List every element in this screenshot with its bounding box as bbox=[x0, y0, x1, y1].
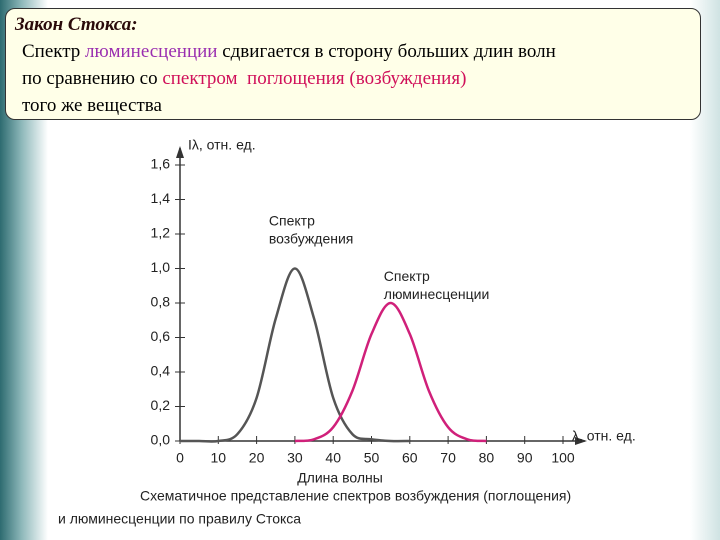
text-segment: Спектр bbox=[22, 41, 86, 62]
y-tick-label: 0,0 bbox=[151, 432, 171, 448]
text-box: Закон Стокса: Спектр люминесценции сдвиг… bbox=[5, 8, 701, 120]
text-segment: люминесценции bbox=[85, 41, 218, 62]
text-segment: по сравнению со bbox=[22, 68, 163, 89]
y-tick-label: 0,2 bbox=[151, 397, 171, 413]
y-tick-label: 1,6 bbox=[151, 156, 171, 172]
text-segment: спектром поглощения (возбуждения) bbox=[162, 68, 467, 89]
x-axis-label: λ, отн. ед. bbox=[572, 428, 636, 444]
text-segment: того же вещества bbox=[22, 95, 162, 116]
y-tick-label: 0,6 bbox=[151, 328, 171, 344]
y-tick-label: 1,2 bbox=[151, 225, 171, 241]
line-series bbox=[180, 267, 410, 443]
x-axis-title: Длина волны bbox=[297, 470, 383, 486]
text-segment: сдвигается в сторону больших длин волн bbox=[217, 41, 556, 62]
annotation: возбуждения bbox=[269, 231, 354, 247]
caption: Схематичное представление спектров возбу… bbox=[140, 488, 571, 504]
x-tick-label: 30 bbox=[287, 450, 303, 466]
caption: и люминесценции по правилу Стокса bbox=[58, 511, 301, 527]
line-series bbox=[294, 301, 487, 443]
x-tick-label: 0 bbox=[176, 450, 184, 466]
y-axis-label: Iλ, отн. ед. bbox=[188, 137, 256, 153]
text-line: по сравнению со спектром поглощения (воз… bbox=[22, 65, 700, 92]
slide-title: Закон Стокса: bbox=[15, 14, 138, 35]
y-tick-label: 1,0 bbox=[151, 259, 171, 275]
x-tick-label: 20 bbox=[249, 450, 265, 466]
x-tick-label: 10 bbox=[211, 450, 227, 466]
x-tick-label: 100 bbox=[551, 450, 575, 466]
text-line: того же вещества bbox=[22, 92, 700, 119]
x-arrow bbox=[575, 437, 587, 445]
annotation: люминесценции bbox=[384, 286, 490, 302]
x-tick-label: 80 bbox=[479, 450, 495, 466]
x-tick-label: 70 bbox=[440, 450, 456, 466]
chart-background bbox=[48, 133, 690, 535]
x-tick-label: 40 bbox=[325, 450, 341, 466]
x-tick-label: 60 bbox=[402, 450, 418, 466]
text-line: Спектр люминесценции сдвигается в сторон… bbox=[22, 38, 700, 65]
x-tick-label: 50 bbox=[364, 450, 380, 466]
annotation: Спектр bbox=[269, 213, 315, 229]
x-tick-label: 90 bbox=[517, 450, 533, 466]
y-tick-label: 0,4 bbox=[151, 363, 171, 379]
y-tick-label: 1,4 bbox=[151, 190, 171, 206]
annotation: Спектр bbox=[384, 268, 430, 284]
y-arrow bbox=[176, 146, 184, 158]
y-tick-label: 0,8 bbox=[151, 294, 171, 310]
